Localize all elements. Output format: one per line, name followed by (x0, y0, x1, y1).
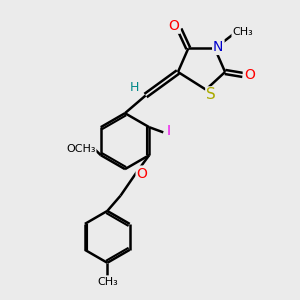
Text: O: O (169, 19, 180, 33)
Text: S: S (206, 87, 216, 102)
Text: OCH₃: OCH₃ (66, 143, 96, 154)
Text: N: N (213, 40, 224, 54)
Text: H: H (130, 81, 139, 94)
Text: O: O (136, 167, 148, 181)
Text: O: O (244, 68, 255, 82)
Text: I: I (167, 124, 171, 138)
Text: CH₃: CH₃ (97, 277, 118, 286)
Text: CH₃: CH₃ (232, 27, 253, 37)
